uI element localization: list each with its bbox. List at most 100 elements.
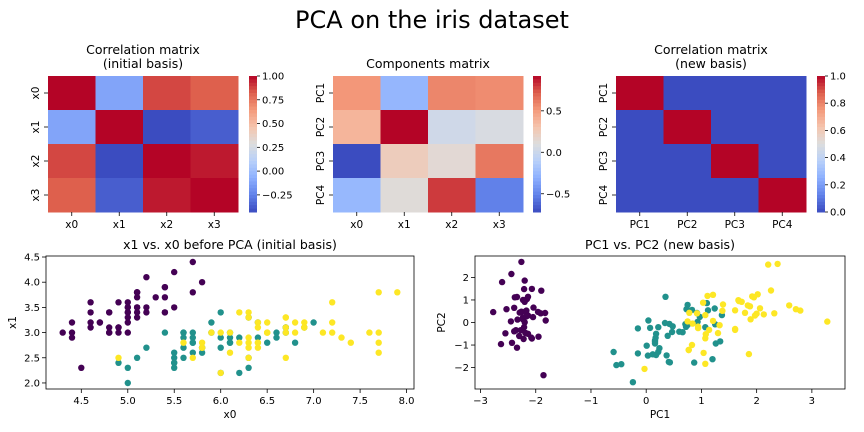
scatter-point (694, 324, 702, 332)
scatter-point (189, 289, 196, 296)
scatter-point (68, 334, 76, 341)
scatter-point (236, 309, 243, 316)
scatter-point (245, 354, 252, 361)
scatter-point (502, 330, 509, 337)
colorbar-segment (249, 113, 257, 118)
colorbar-tick-label: 0.50 (262, 119, 284, 130)
colorbar-segment (533, 178, 541, 182)
scatter-point (741, 309, 749, 316)
scatter-point (702, 335, 709, 342)
colorbar-segment (533, 123, 541, 128)
colorbar-segment (533, 137, 541, 142)
scatter-frame (45, 255, 415, 390)
colorbar-segment (249, 130, 257, 135)
heatmap-cell (143, 110, 191, 145)
colorbar-segment (817, 79, 825, 84)
scatter-point (694, 318, 701, 325)
heatmap-cell (475, 178, 524, 213)
heatmap-cell (663, 76, 712, 111)
heatmap-cell (190, 178, 239, 213)
x-tick-label: 8.0 (399, 396, 415, 407)
scatter-point (634, 350, 642, 357)
scatter-point (797, 307, 804, 314)
y-tick-label: 2.5 (24, 353, 40, 364)
scatter-point (87, 319, 94, 326)
scatter-point (171, 364, 178, 371)
scatter-point (282, 324, 289, 331)
scatter-point (663, 352, 670, 359)
scatter-point (198, 349, 206, 356)
scatter-point (714, 329, 722, 337)
colorbar-tick-label: 0.0 (830, 208, 846, 219)
x-tick-label: 6.0 (213, 396, 229, 407)
scatter-point (540, 372, 547, 379)
colorbar-segment (533, 120, 541, 125)
scatter-point (87, 299, 94, 306)
heatmap-col-label: x2 (445, 219, 458, 231)
scatter-point (523, 313, 530, 320)
heatmap-col-label: x0 (65, 219, 78, 231)
colorbar-segment (249, 154, 257, 159)
scatter-point (236, 334, 243, 341)
scatter-point (662, 293, 669, 300)
heatmap-cell (616, 178, 664, 213)
colorbar-tick-label: 1.0 (830, 72, 846, 83)
scatter-point (749, 293, 756, 300)
scatter-point (87, 324, 94, 331)
scatter-point (490, 308, 497, 316)
scatter-point (511, 294, 518, 301)
scatter-point (693, 310, 701, 317)
scatter-point (59, 329, 66, 336)
colorbar-segment (533, 144, 541, 148)
heatmap-col-label: x3 (493, 219, 506, 231)
scatter-point (133, 309, 141, 316)
colorbar-segment (249, 96, 257, 101)
colorbar-segment (817, 103, 825, 108)
heatmap-cell (380, 76, 429, 111)
scatter-point (651, 340, 659, 347)
heatmap-cell (95, 110, 144, 145)
colorbar-segment (533, 79, 541, 84)
scatter-point (208, 319, 215, 326)
colorbar-segment (249, 208, 257, 213)
scatter-point (704, 307, 712, 314)
scatter-point (541, 309, 549, 317)
scatter-point (189, 339, 196, 346)
scatter-point (634, 325, 642, 332)
scatter-point (143, 274, 150, 281)
colorbar-segment (249, 161, 257, 165)
scatter-point (189, 354, 196, 361)
x-tick-label: 2 (753, 396, 759, 407)
x-tick-label: 4.5 (73, 396, 89, 407)
heatmap-cell (428, 110, 476, 145)
scatter-point (217, 334, 224, 341)
scatter-point (664, 332, 671, 339)
colorbar-segment (249, 205, 257, 210)
heatmap-cell (711, 178, 759, 213)
x-tick-label: 7.5 (352, 396, 368, 407)
scatter-point (291, 339, 299, 346)
heatmap-cell (663, 144, 712, 179)
scatter-point (375, 329, 382, 336)
scatter-point (226, 329, 234, 336)
colorbar-segment (817, 191, 825, 196)
scatter-point (511, 304, 518, 311)
heatmap-cell (48, 76, 96, 111)
scatter-point (301, 324, 308, 331)
scatter-point (291, 329, 299, 336)
scatter-point (529, 313, 537, 321)
heatmap-title: (new basis) (675, 56, 747, 71)
y-tick-label: 0 (463, 318, 469, 329)
heatmap-cell (95, 178, 144, 213)
heatmap-cell (143, 76, 191, 111)
scatter-point (180, 354, 187, 361)
scatter-point (347, 339, 354, 346)
x-tick-label: −2 (528, 396, 543, 407)
heatmap-cell (333, 110, 381, 145)
colorbar-segment (249, 76, 257, 80)
scatter-point (245, 339, 252, 346)
scatter-point (180, 329, 187, 336)
heatmap-cell (380, 110, 429, 145)
scatter-point (521, 277, 528, 284)
colorbar-tick-label: 0.5 (546, 106, 562, 117)
